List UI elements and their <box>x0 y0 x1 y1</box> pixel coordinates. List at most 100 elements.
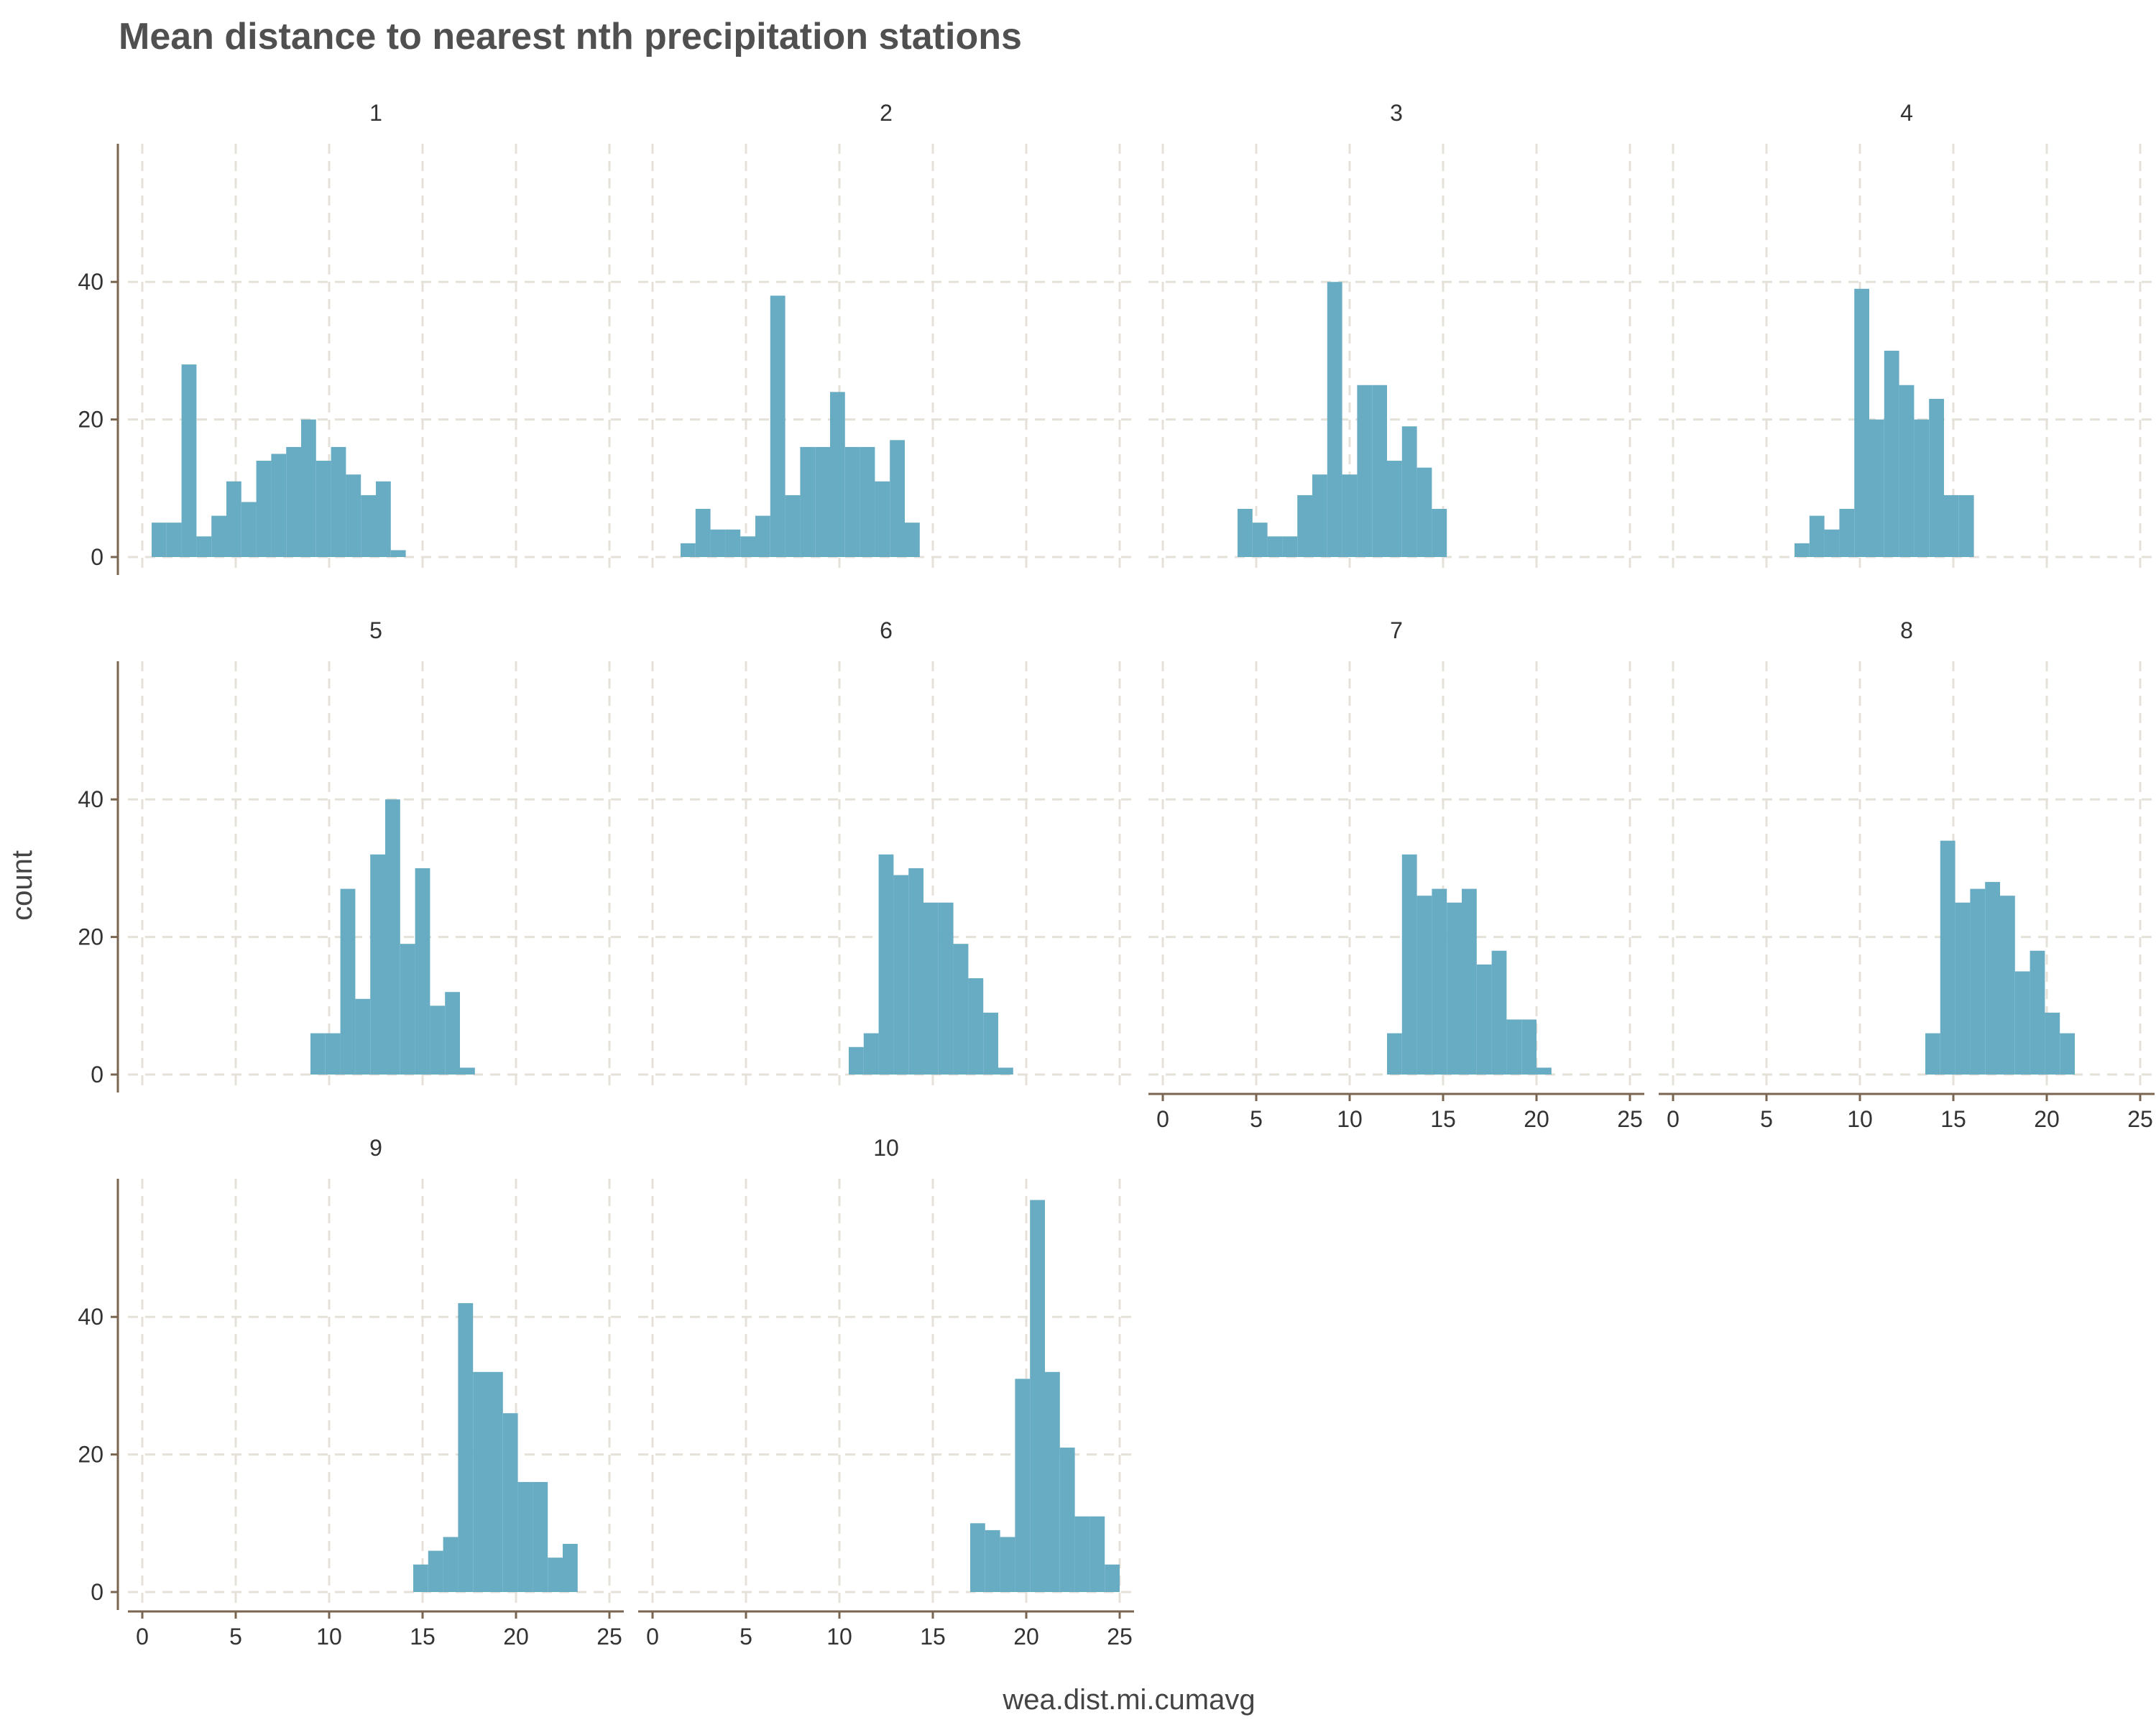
histogram-bar <box>875 481 890 557</box>
histogram-bar <box>458 1303 474 1592</box>
histogram-bar <box>355 998 371 1075</box>
histogram-bar <box>445 992 460 1075</box>
facet-label: 2 <box>880 100 893 126</box>
histogram-bar <box>1312 474 1327 557</box>
histogram-bar <box>563 1544 578 1592</box>
facet-label: 10 <box>873 1135 899 1161</box>
histogram-bar <box>1884 350 1899 557</box>
histogram-bar <box>860 446 875 557</box>
x-tick-label: 25 <box>596 1624 622 1650</box>
histogram-bar <box>241 502 257 557</box>
histogram-bar <box>443 1537 459 1592</box>
histogram-bar <box>1282 536 1298 557</box>
histogram-bar <box>166 523 182 557</box>
histogram-bar <box>983 1012 998 1075</box>
histogram-bar <box>1925 1033 1940 1075</box>
histogram-bar <box>361 494 376 557</box>
histogram-bar <box>1958 494 1974 557</box>
histogram-bar <box>181 364 197 557</box>
histogram-bar <box>226 481 241 557</box>
histogram-bar <box>340 888 356 1075</box>
x-tick-label: 20 <box>503 1624 529 1650</box>
histogram-bar <box>985 1530 1000 1592</box>
histogram-bar <box>211 515 226 557</box>
histogram-bar <box>1074 1516 1090 1592</box>
histogram-bar <box>502 1413 518 1592</box>
x-tick-label: 15 <box>410 1624 436 1650</box>
histogram-bar <box>1955 902 1971 1075</box>
histogram-bar <box>152 523 167 557</box>
x-tick-label: 10 <box>1337 1106 1363 1132</box>
histogram-bar <box>1944 494 1959 557</box>
histogram-bar <box>1416 467 1432 557</box>
y-tick-label: 20 <box>78 924 103 950</box>
histogram-bar <box>1059 1448 1075 1592</box>
histogram-bar <box>1432 509 1447 557</box>
x-tick-label: 25 <box>1107 1624 1133 1650</box>
histogram-bar <box>1491 950 1507 1075</box>
histogram-bar <box>1506 1019 1522 1075</box>
histogram-bar <box>2060 1033 2075 1075</box>
histogram-bar <box>1447 902 1462 1075</box>
x-tick-label: 0 <box>136 1624 149 1650</box>
histogram-bar <box>460 1067 475 1075</box>
histogram-bar <box>1252 523 1268 557</box>
histogram-bar <box>1462 888 1477 1075</box>
histogram-bar <box>2045 1012 2060 1075</box>
histogram-bar <box>800 446 816 557</box>
facet-panel-6: 6 <box>638 617 1134 1091</box>
histogram-bar <box>849 1046 864 1075</box>
facet-label: 4 <box>1900 100 1913 126</box>
histogram-bar <box>473 1371 488 1592</box>
histogram-bar <box>370 854 385 1075</box>
histogram-bar <box>1432 888 1447 1075</box>
histogram-bar <box>770 295 786 557</box>
y-tick-label: 0 <box>91 544 103 570</box>
histogram-bar <box>878 854 894 1075</box>
x-tick-label: 5 <box>1250 1106 1263 1132</box>
facet-label: 9 <box>369 1135 382 1161</box>
histogram-bar <box>970 1523 985 1592</box>
facet-panel-3: 3 <box>1148 100 1644 574</box>
x-tick-label: 20 <box>2034 1106 2060 1132</box>
facet-panel-10: 10 0 5 10 15 20 25 <box>638 1135 1134 1650</box>
histogram-bar <box>301 419 316 557</box>
y-tick-label: 20 <box>78 407 103 433</box>
histogram-bar <box>376 481 391 557</box>
histogram-bar <box>548 1558 563 1592</box>
histogram-bar <box>400 944 415 1075</box>
histogram-bar <box>1045 1371 1060 1592</box>
histogram-bar <box>413 1564 428 1592</box>
facet-panel-2: 2 <box>638 100 1134 574</box>
histogram-bar <box>815 446 830 557</box>
histogram-bar <box>905 523 920 557</box>
histogram-bar <box>968 978 984 1075</box>
facet-panel-7: 7 0 5 10 15 20 25 <box>1148 617 1644 1132</box>
histogram-bar <box>390 550 406 557</box>
histogram-bar <box>938 902 954 1075</box>
x-tick-label: 15 <box>1430 1106 1456 1132</box>
histogram-bar <box>1929 398 1944 557</box>
histogram-bar <box>710 529 726 557</box>
x-tick-label: 0 <box>1156 1106 1169 1132</box>
x-tick-label: 5 <box>229 1624 242 1650</box>
facet-label: 3 <box>1390 100 1403 126</box>
histogram-bar <box>740 536 755 557</box>
y-tick-label: 20 <box>78 1442 103 1468</box>
histogram-bar <box>1357 385 1373 557</box>
histogram-bar <box>331 446 346 557</box>
facet-panel-4: 4 <box>1659 100 2155 574</box>
histogram-bar <box>681 543 696 557</box>
y-tick-label: 40 <box>78 786 103 812</box>
histogram-bar <box>1914 419 1930 557</box>
histogram-bar <box>256 461 272 557</box>
histogram-bar <box>923 902 939 1075</box>
histogram-bar <box>893 875 909 1075</box>
facet-panel-9: 9 0 20 40 0 5 10 15 20 25 <box>78 1135 624 1650</box>
histogram-bar <box>428 1550 443 1592</box>
histogram-bar <box>1401 426 1417 557</box>
x-tick-label: 0 <box>646 1624 659 1650</box>
histogram-bar <box>1940 840 1955 1075</box>
histogram-bar <box>1015 1379 1031 1592</box>
